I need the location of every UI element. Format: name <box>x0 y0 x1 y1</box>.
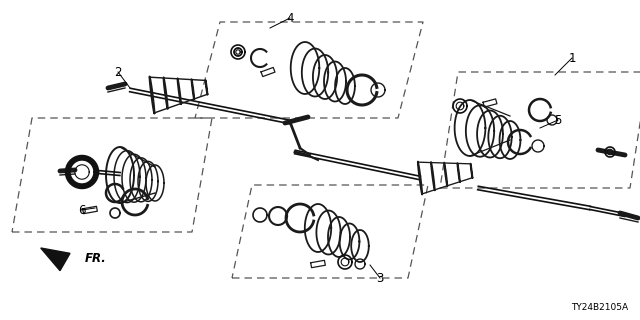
Text: 3: 3 <box>376 271 384 284</box>
Text: FR.: FR. <box>85 252 107 265</box>
Text: TY24B2105A: TY24B2105A <box>571 303 628 312</box>
Text: 6: 6 <box>78 204 86 217</box>
Text: 4: 4 <box>286 12 294 25</box>
Text: 1: 1 <box>568 52 576 65</box>
Polygon shape <box>41 248 70 271</box>
Text: 5: 5 <box>554 114 562 126</box>
Text: 2: 2 <box>115 66 122 78</box>
